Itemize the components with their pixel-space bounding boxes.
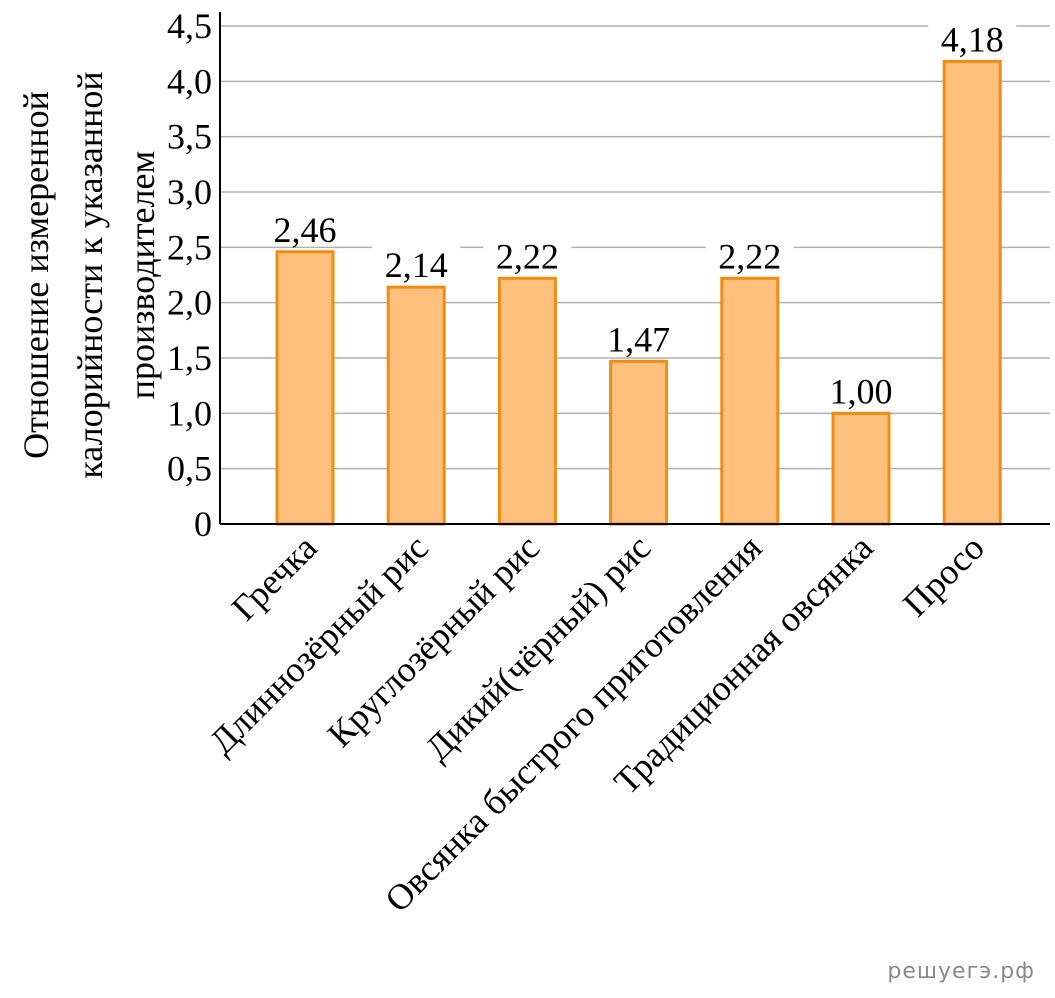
category-label: Круглозёрный рис xyxy=(320,527,547,754)
y-tick-label: 1,0 xyxy=(167,393,212,433)
value-label: 4,18 xyxy=(941,19,1004,59)
y-tick-label: 2,5 xyxy=(167,227,212,267)
bar xyxy=(942,59,1002,526)
y-tick-labels: 0 0,5 1,0 1,5 2,0 2,5 3,0 3,5 4,0 4,5 xyxy=(167,6,212,544)
value-label-bg xyxy=(594,317,683,354)
y-axis-label-line: производителем xyxy=(122,151,162,399)
y-tick-label: 3,5 xyxy=(167,117,212,157)
gridlines xyxy=(220,25,1050,470)
value-label-bg xyxy=(928,17,1017,54)
value-label: 2,46 xyxy=(274,210,337,250)
value-label-bg xyxy=(261,207,349,244)
value-label: 2,22 xyxy=(718,236,781,276)
bar xyxy=(831,411,891,526)
bar xyxy=(386,285,446,526)
y-tick-label: 4,0 xyxy=(167,61,212,101)
value-label-bg xyxy=(705,234,794,271)
y-tick-label: 0,5 xyxy=(167,449,212,489)
bar xyxy=(720,276,780,526)
bar xyxy=(609,359,669,526)
value-label: 1,47 xyxy=(607,319,670,359)
y-tick-label: 3,0 xyxy=(167,172,212,212)
y-tick-label: 0 xyxy=(194,504,212,544)
value-labels: 2,46 2,14 2,22 1,47 2,22 1,00 4,18 xyxy=(261,17,1017,411)
value-label-bg xyxy=(483,234,572,271)
axes xyxy=(219,12,1050,525)
value-label-bg xyxy=(817,369,905,406)
value-label: 1,00 xyxy=(830,371,893,411)
bar xyxy=(275,250,335,526)
y-axis-label-line: калорийности к указанной xyxy=(70,71,110,478)
bars xyxy=(275,59,1002,526)
y-axis-label-line: Отношение измеренной xyxy=(16,91,56,459)
y-tick-label: 2,0 xyxy=(167,283,212,323)
value-label: 2,22 xyxy=(496,236,559,276)
y-tick-label: 1,5 xyxy=(167,338,212,378)
value-label-bg xyxy=(372,243,461,280)
category-label: Гречка xyxy=(224,527,325,628)
y-tick-label: 4,5 xyxy=(167,6,212,46)
bar xyxy=(497,276,557,526)
y-axis-label: Отношение измеренной калорийности к указа… xyxy=(16,71,162,478)
category-label: Просо xyxy=(895,527,992,624)
value-label: 2,14 xyxy=(385,245,448,285)
watermark: решуегэ.рф xyxy=(887,959,1035,984)
